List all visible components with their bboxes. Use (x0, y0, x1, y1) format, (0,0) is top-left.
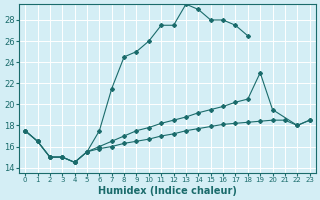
X-axis label: Humidex (Indice chaleur): Humidex (Indice chaleur) (98, 186, 237, 196)
